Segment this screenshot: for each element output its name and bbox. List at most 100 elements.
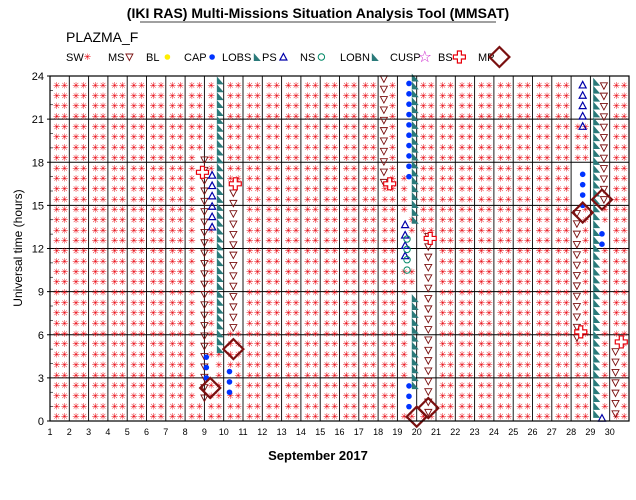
sw-mark: ✳	[53, 288, 61, 298]
sw-mark: ✳	[370, 113, 378, 123]
sw-mark: ✳	[111, 330, 119, 340]
sw-mark: ✳	[177, 351, 185, 361]
lobs-mark	[593, 267, 601, 276]
sw-mark: ✳	[485, 392, 493, 402]
ps-mark	[400, 219, 410, 229]
sw-mark: ✳	[92, 113, 100, 123]
ms-mark	[229, 241, 238, 250]
sw-mark: ✳	[505, 123, 513, 133]
y-tick-label: 21	[32, 114, 44, 126]
sw-mark: ✳	[157, 247, 165, 257]
sw-mark: ✳	[207, 351, 215, 361]
sw-mark: ✳	[207, 154, 215, 164]
sw-mark: ✳	[265, 237, 273, 247]
sw-mark: ✳	[466, 226, 474, 236]
sw-mark: ✳	[582, 226, 590, 236]
ms-mark	[599, 196, 609, 205]
sw-mark: ✳	[61, 226, 69, 236]
sw-mark: ✳	[370, 92, 378, 102]
x-axis-label: September 2017	[268, 448, 368, 463]
sw-mark: ✳	[620, 371, 628, 381]
sw-mark: ✳	[254, 361, 262, 371]
mp-mark	[590, 188, 614, 212]
sw-mark: ✳	[292, 371, 300, 381]
sw-mark: ✳	[381, 320, 389, 330]
sw-mark: ✳	[485, 257, 493, 267]
sw-mark: ✳	[466, 309, 474, 319]
ms-mark	[611, 400, 620, 408]
sw-mark: ✳	[497, 81, 505, 91]
sw-mark: ✳	[342, 133, 350, 143]
sw-mark: ✳	[543, 382, 551, 392]
lobs-mark	[593, 204, 601, 213]
sw-mark: ✳	[138, 113, 146, 123]
sw-mark: ✳	[620, 206, 628, 216]
sw-mark: ✳	[92, 164, 100, 174]
sw-mark: ✳	[400, 371, 408, 381]
sw-mark: ✳	[535, 392, 543, 402]
sw-mark: ✳	[362, 299, 370, 309]
ms-mark	[599, 154, 609, 163]
sw-mark: ✳	[370, 185, 378, 195]
sw-mark: ✳	[177, 340, 185, 350]
sw-mark: ✳	[149, 102, 157, 112]
sw-mark: ✳	[99, 133, 107, 143]
sw-mark: ✳	[80, 320, 88, 330]
sw-mark: ✳	[458, 309, 466, 319]
sw-mark: ✳	[119, 402, 127, 412]
sw-mark: ✳	[285, 133, 293, 143]
sw-mark: ✳	[389, 185, 397, 195]
lobs-mark	[593, 322, 601, 331]
sw-mark: ✳	[157, 309, 165, 319]
sw-mark: ✳	[234, 413, 242, 423]
sw-mark: ✳	[72, 320, 80, 330]
sw-mark: ✳	[370, 330, 378, 340]
sw-mark: ✳	[169, 102, 177, 112]
sw-mark: ✳	[265, 92, 273, 102]
sw-mark: ✳	[72, 175, 80, 185]
sw-mark: ✳	[613, 81, 621, 91]
lobs-mark	[411, 144, 419, 153]
sw-mark: ✳	[362, 268, 370, 278]
sw-mark: ✳	[265, 123, 273, 133]
cap-mark	[406, 403, 412, 410]
sw-mark: ✳	[350, 351, 358, 361]
sw-mark: ✳	[111, 164, 119, 174]
sw-mark: ✳	[574, 144, 582, 154]
sw-mark: ✳	[323, 237, 331, 247]
lobs-mark	[411, 333, 419, 342]
lobs-mark	[216, 155, 224, 164]
sw-mark: ✳	[169, 81, 177, 91]
sw-mark: ✳	[447, 102, 455, 112]
sw-mark: ✳	[80, 278, 88, 288]
sw-mark: ✳	[497, 361, 505, 371]
sw-mark: ✳	[447, 164, 455, 174]
lobs-mark	[593, 93, 601, 102]
sw-mark: ✳	[215, 371, 223, 381]
sw-mark: ✳	[254, 392, 262, 402]
sw-mark: ✳	[188, 113, 196, 123]
sw-mark: ✳	[304, 247, 312, 257]
sw-mark: ✳	[80, 371, 88, 381]
sw-mark: ✳	[497, 113, 505, 123]
sw-mark: ✳	[99, 154, 107, 164]
legend-marker-lobs	[253, 53, 261, 61]
sw-mark: ✳	[72, 299, 80, 309]
sw-mark: ✳	[447, 206, 455, 216]
sw-mark: ✳	[215, 351, 223, 361]
sw-mark: ✳	[53, 382, 61, 392]
legend-label-sw: SW	[66, 52, 84, 64]
sw-mark: ✳	[535, 413, 543, 423]
sw-mark: ✳	[439, 175, 447, 185]
sw-mark: ✳	[389, 382, 397, 392]
sw-mark: ✳	[613, 288, 621, 298]
sw-mark: ✳	[574, 371, 582, 381]
sw-mark: ✳	[458, 299, 466, 309]
sw-mark: ✳	[80, 309, 88, 319]
sw-mark: ✳	[61, 185, 69, 195]
sw-mark: ✳	[350, 133, 358, 143]
sw-mark: ✳	[350, 309, 358, 319]
sw-mark: ✳	[99, 164, 107, 174]
sw-mark: ✳	[169, 320, 177, 330]
sw-mark: ✳	[157, 402, 165, 412]
